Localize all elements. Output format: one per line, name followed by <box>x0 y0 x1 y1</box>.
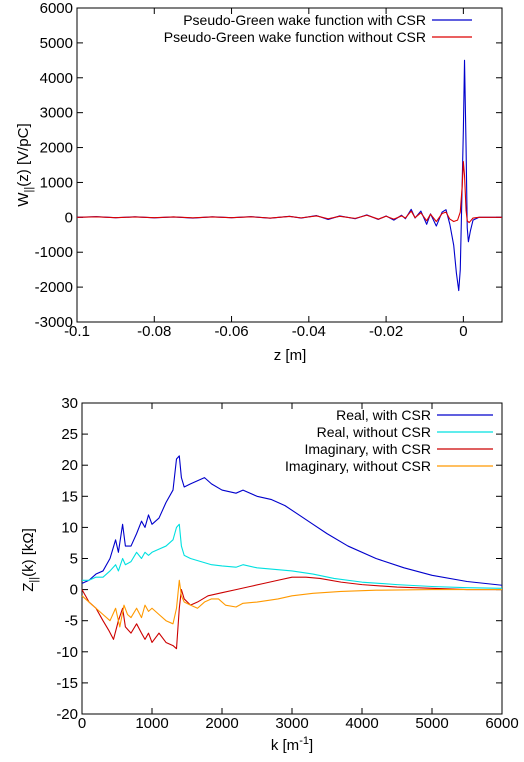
y-axis-label: W||(z) [V/pC] <box>15 123 35 206</box>
series-group <box>81 455 503 650</box>
series-line <box>82 523 503 589</box>
y-tick-label: 6000 <box>40 0 73 17</box>
y-tick-label: 20 <box>61 457 78 474</box>
x-axis-label: z [m] <box>274 347 307 364</box>
x-tick-label: 0 <box>459 323 467 340</box>
x-tick-label: 6000 <box>485 715 518 732</box>
x-tick-label: 4000 <box>345 715 378 732</box>
series-line <box>81 579 502 628</box>
legend-label: Imaginary, with CSR <box>304 441 431 457</box>
x-axis-label: k [m-1] <box>271 735 313 754</box>
series-line <box>76 160 502 224</box>
y-tick-label: 5 <box>70 551 78 568</box>
legend-label: Real, with CSR <box>336 407 431 423</box>
y-tick-label: 0 <box>70 582 78 599</box>
series-line <box>81 455 503 586</box>
y-tick-label: 30 <box>61 395 78 412</box>
series-group <box>76 59 502 292</box>
y-tick-label: 0 <box>65 209 73 226</box>
x-tick-label: 0 <box>78 715 86 732</box>
impedance-chart: 0 1000 2000 3000 4000 5000 6000 30 25 20 15 10 5 0 -5 -… <box>20 395 519 754</box>
series-line <box>76 59 502 292</box>
y-tick-label: 10 <box>61 519 78 536</box>
x-tick-label: -0.1 <box>64 323 90 340</box>
x-tick-label: 1000 <box>135 715 168 732</box>
y-tick-label: -10 <box>56 644 78 661</box>
x-tick-label: -0.02 <box>369 323 403 340</box>
y-tick-label: -1000 <box>35 244 73 261</box>
x-tick-label: -0.08 <box>137 323 171 340</box>
y-tick-label: 2000 <box>40 140 73 157</box>
wake-function-chart: -0.1 -0.08 -0.06 -0.04 -0.02 0 6000 5000 4000 300… <box>15 0 503 364</box>
legend-label: Pseudo-Green wake function with CSR <box>183 12 426 28</box>
x-tick-label: 2000 <box>205 715 238 732</box>
y-tick-label: -2000 <box>35 279 73 296</box>
y-tick-label: 1000 <box>40 174 73 191</box>
tick-group: -0.1 -0.08 -0.06 -0.04 -0.02 0 6000 5000 4000 300… <box>35 0 502 340</box>
plot-frame <box>76 7 503 323</box>
y-tick-label: 15 <box>61 488 78 505</box>
y-tick-label: -5 <box>65 613 78 630</box>
legend-label: Imaginary, without CSR <box>285 458 431 474</box>
y-axis-label: Z||(k) [kΩ] <box>20 528 40 592</box>
legend-label: Pseudo-Green wake function without CSR <box>164 29 426 45</box>
legend: Pseudo-Green wake function with CSRPseud… <box>164 12 472 45</box>
legend-label: Real, without CSR <box>317 424 431 440</box>
y-tick-label: 4000 <box>40 70 73 87</box>
series-line <box>81 576 502 650</box>
y-tick-label: -20 <box>56 706 78 723</box>
y-tick-label: -15 <box>56 675 78 692</box>
x-tick-label: -0.04 <box>292 323 326 340</box>
y-tick-label: 25 <box>61 426 78 443</box>
y-tick-label: 5000 <box>40 35 73 52</box>
x-tick-label: 3000 <box>275 715 308 732</box>
y-tick-label: -3000 <box>35 314 73 331</box>
x-tick-label: 5000 <box>415 715 448 732</box>
tick-group: 0 1000 2000 3000 4000 5000 6000 30 25 20 15 10 5 0 -5 -… <box>56 395 518 732</box>
x-tick-label: -0.06 <box>214 323 248 340</box>
y-tick-label: 3000 <box>40 105 73 122</box>
